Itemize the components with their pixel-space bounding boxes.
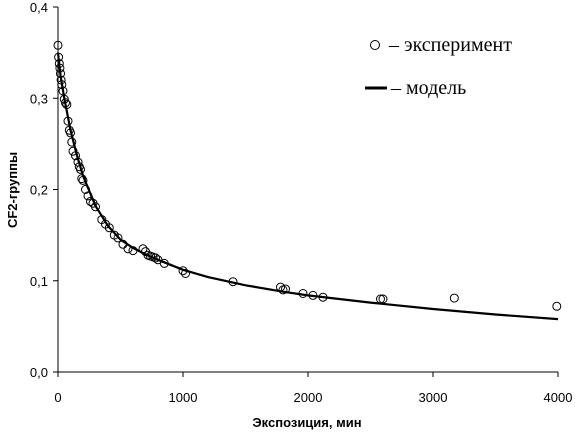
experiment-point (376, 294, 385, 304)
experiment-point (151, 253, 160, 263)
experiment-point (123, 244, 133, 254)
experiment-point (276, 282, 285, 292)
experiment-point (128, 246, 138, 256)
experiment-point (68, 146, 78, 156)
experiment-point (113, 233, 123, 243)
legend-label-experiment: – эксперимент (388, 34, 512, 56)
experiment-point (228, 277, 238, 287)
legend: – эксперимент – модель (365, 34, 512, 99)
experiment-point (159, 258, 169, 268)
experiment-point (55, 63, 65, 73)
y-axis-title: CF2-группы (5, 152, 20, 228)
y-tick-label: 0,1 (30, 274, 48, 289)
experiment-point (66, 128, 75, 138)
experiment-point (54, 59, 64, 69)
experiment-point (378, 294, 388, 304)
experiment-point (77, 174, 87, 184)
experiment-point (63, 116, 73, 126)
model-curve (56, 52, 559, 321)
y-tick-label: 0,0 (30, 365, 48, 380)
x-tick-label: 2000 (294, 390, 323, 405)
experiment-point (56, 75, 66, 85)
experiment-point (61, 98, 70, 108)
experiment-point (318, 292, 328, 302)
experiment-point (138, 244, 148, 254)
experiment-point (76, 164, 85, 174)
y-tick-label: 0,2 (30, 183, 48, 198)
x-axis-title: Экспозиция, мин (252, 415, 361, 430)
experiment-point (298, 289, 308, 298)
y-tick-label: 0,3 (30, 91, 48, 106)
legend-label-model: – модель (390, 77, 466, 99)
y-tick-label: 0,4 (30, 0, 48, 15)
experiment-point (71, 151, 80, 161)
x-ticks: 0 1000 2000 3000 4000 (54, 372, 572, 405)
experiment-point (62, 100, 72, 110)
experiment-point (54, 52, 64, 62)
x-tick-label: 0 (54, 390, 61, 405)
experiment-point (83, 191, 93, 201)
experiment-point (81, 185, 90, 194)
y-ticks: 0,0 0,1 0,2 0,3 0,4 (30, 0, 58, 380)
experiment-point (56, 69, 65, 79)
experiment-point (178, 266, 188, 276)
experiment-point (78, 175, 88, 185)
x-tick-label: 1000 (169, 390, 198, 405)
experiment-point (308, 290, 318, 300)
experiment-point (118, 239, 128, 249)
experiment-point (449, 293, 459, 303)
experiment-point (91, 202, 100, 212)
experiment-point (281, 284, 290, 294)
experiment-point (86, 196, 95, 206)
experiment-point (552, 301, 562, 311)
experiment-point (104, 223, 114, 233)
experiment-point (67, 137, 77, 147)
axes: 0 1000 2000 3000 4000 0,0 0,1 0,2 0,3 0,4 (30, 0, 573, 405)
x-tick-label: 3000 (419, 390, 448, 405)
plot-area (53, 40, 562, 321)
experiment-point (59, 94, 69, 104)
x-tick-label: 4000 (544, 390, 573, 405)
experiment-point (181, 269, 190, 278)
legend-marker-experiment (370, 40, 380, 50)
